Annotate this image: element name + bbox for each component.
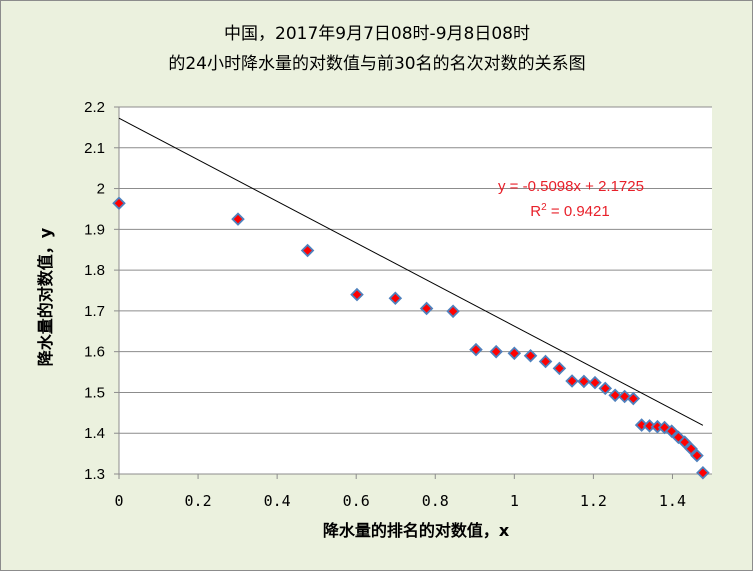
data-point <box>598 381 613 396</box>
y-tick-label: 2.2 <box>84 99 105 116</box>
data-point <box>588 375 602 390</box>
data-point <box>388 291 403 306</box>
data-point <box>300 243 315 258</box>
data-point <box>231 212 245 226</box>
data-point <box>690 448 704 463</box>
y-tick-label: 1.5 <box>84 384 105 401</box>
data-point <box>642 419 657 433</box>
data-point <box>350 287 364 302</box>
y-tick-label: 1.8 <box>84 262 105 279</box>
data-point <box>469 342 483 357</box>
y-tick-label: 2 <box>97 181 105 198</box>
x-tick-label: 0.4 <box>264 492 291 510</box>
axes <box>118 107 712 479</box>
data-point <box>112 196 126 211</box>
y-tick-label: 1.4 <box>84 425 105 442</box>
x-tick-label: 1.2 <box>580 492 607 510</box>
x-tick-labels: 0 0.2 0.4 0.6 0.8 1 1.2 1.4 <box>114 492 686 510</box>
data-point <box>696 466 710 480</box>
data-point <box>608 388 622 403</box>
x-tick-label: 1.4 <box>659 492 686 510</box>
data-point <box>634 418 649 432</box>
y-tick-label: 2.1 <box>84 140 105 157</box>
chart-title-line-1: 中国，2017年9月7日08时-9月8日08时 <box>224 24 530 44</box>
trendline-equation: y = -0.5098x + 2.1725 <box>498 178 644 195</box>
data-point <box>419 301 434 316</box>
x-axis-title: 降水量的排名的对数值，x <box>323 521 510 540</box>
y-tick-label: 1.9 <box>84 221 105 238</box>
data-point <box>684 441 698 456</box>
data-point <box>523 348 538 363</box>
data-point <box>565 374 579 388</box>
y-tick-label: 1.6 <box>84 344 105 361</box>
y-tick-label: 1.7 <box>84 303 105 320</box>
r-squared-label: R2 = 0.9421 <box>530 202 609 220</box>
trendline <box>118 117 704 426</box>
data-point <box>577 374 591 389</box>
chart-title-line-2: 的24小时降水量的对数值与前30名的名次对数的关系图 <box>168 54 585 74</box>
data-point <box>507 346 522 361</box>
data-points <box>112 196 710 480</box>
x-tick-label: 0.6 <box>343 492 370 510</box>
y-tick-labels: 1.3 1.4 1.5 1.6 1.7 1.8 1.9 2 2.1 2.2 <box>84 99 105 483</box>
data-point <box>626 391 641 406</box>
gridlines <box>114 106 712 475</box>
data-point <box>664 424 679 438</box>
x-tick-label: 1 <box>510 492 519 510</box>
data-point <box>677 435 692 449</box>
x-tick-label: 0.2 <box>185 492 212 510</box>
data-point <box>489 344 503 359</box>
x-tick-label: 0.8 <box>422 492 449 510</box>
data-point <box>538 354 553 369</box>
y-axis-title: 降水量的对数值，y <box>36 227 55 366</box>
data-point <box>446 304 460 319</box>
y-tick-label: 1.3 <box>84 466 105 483</box>
r-squared-value: 0.9421 <box>564 203 610 220</box>
trendline-group <box>118 117 704 426</box>
plot-area <box>119 107 712 474</box>
x-tick-label: 0 <box>114 492 123 510</box>
data-point <box>552 361 567 376</box>
